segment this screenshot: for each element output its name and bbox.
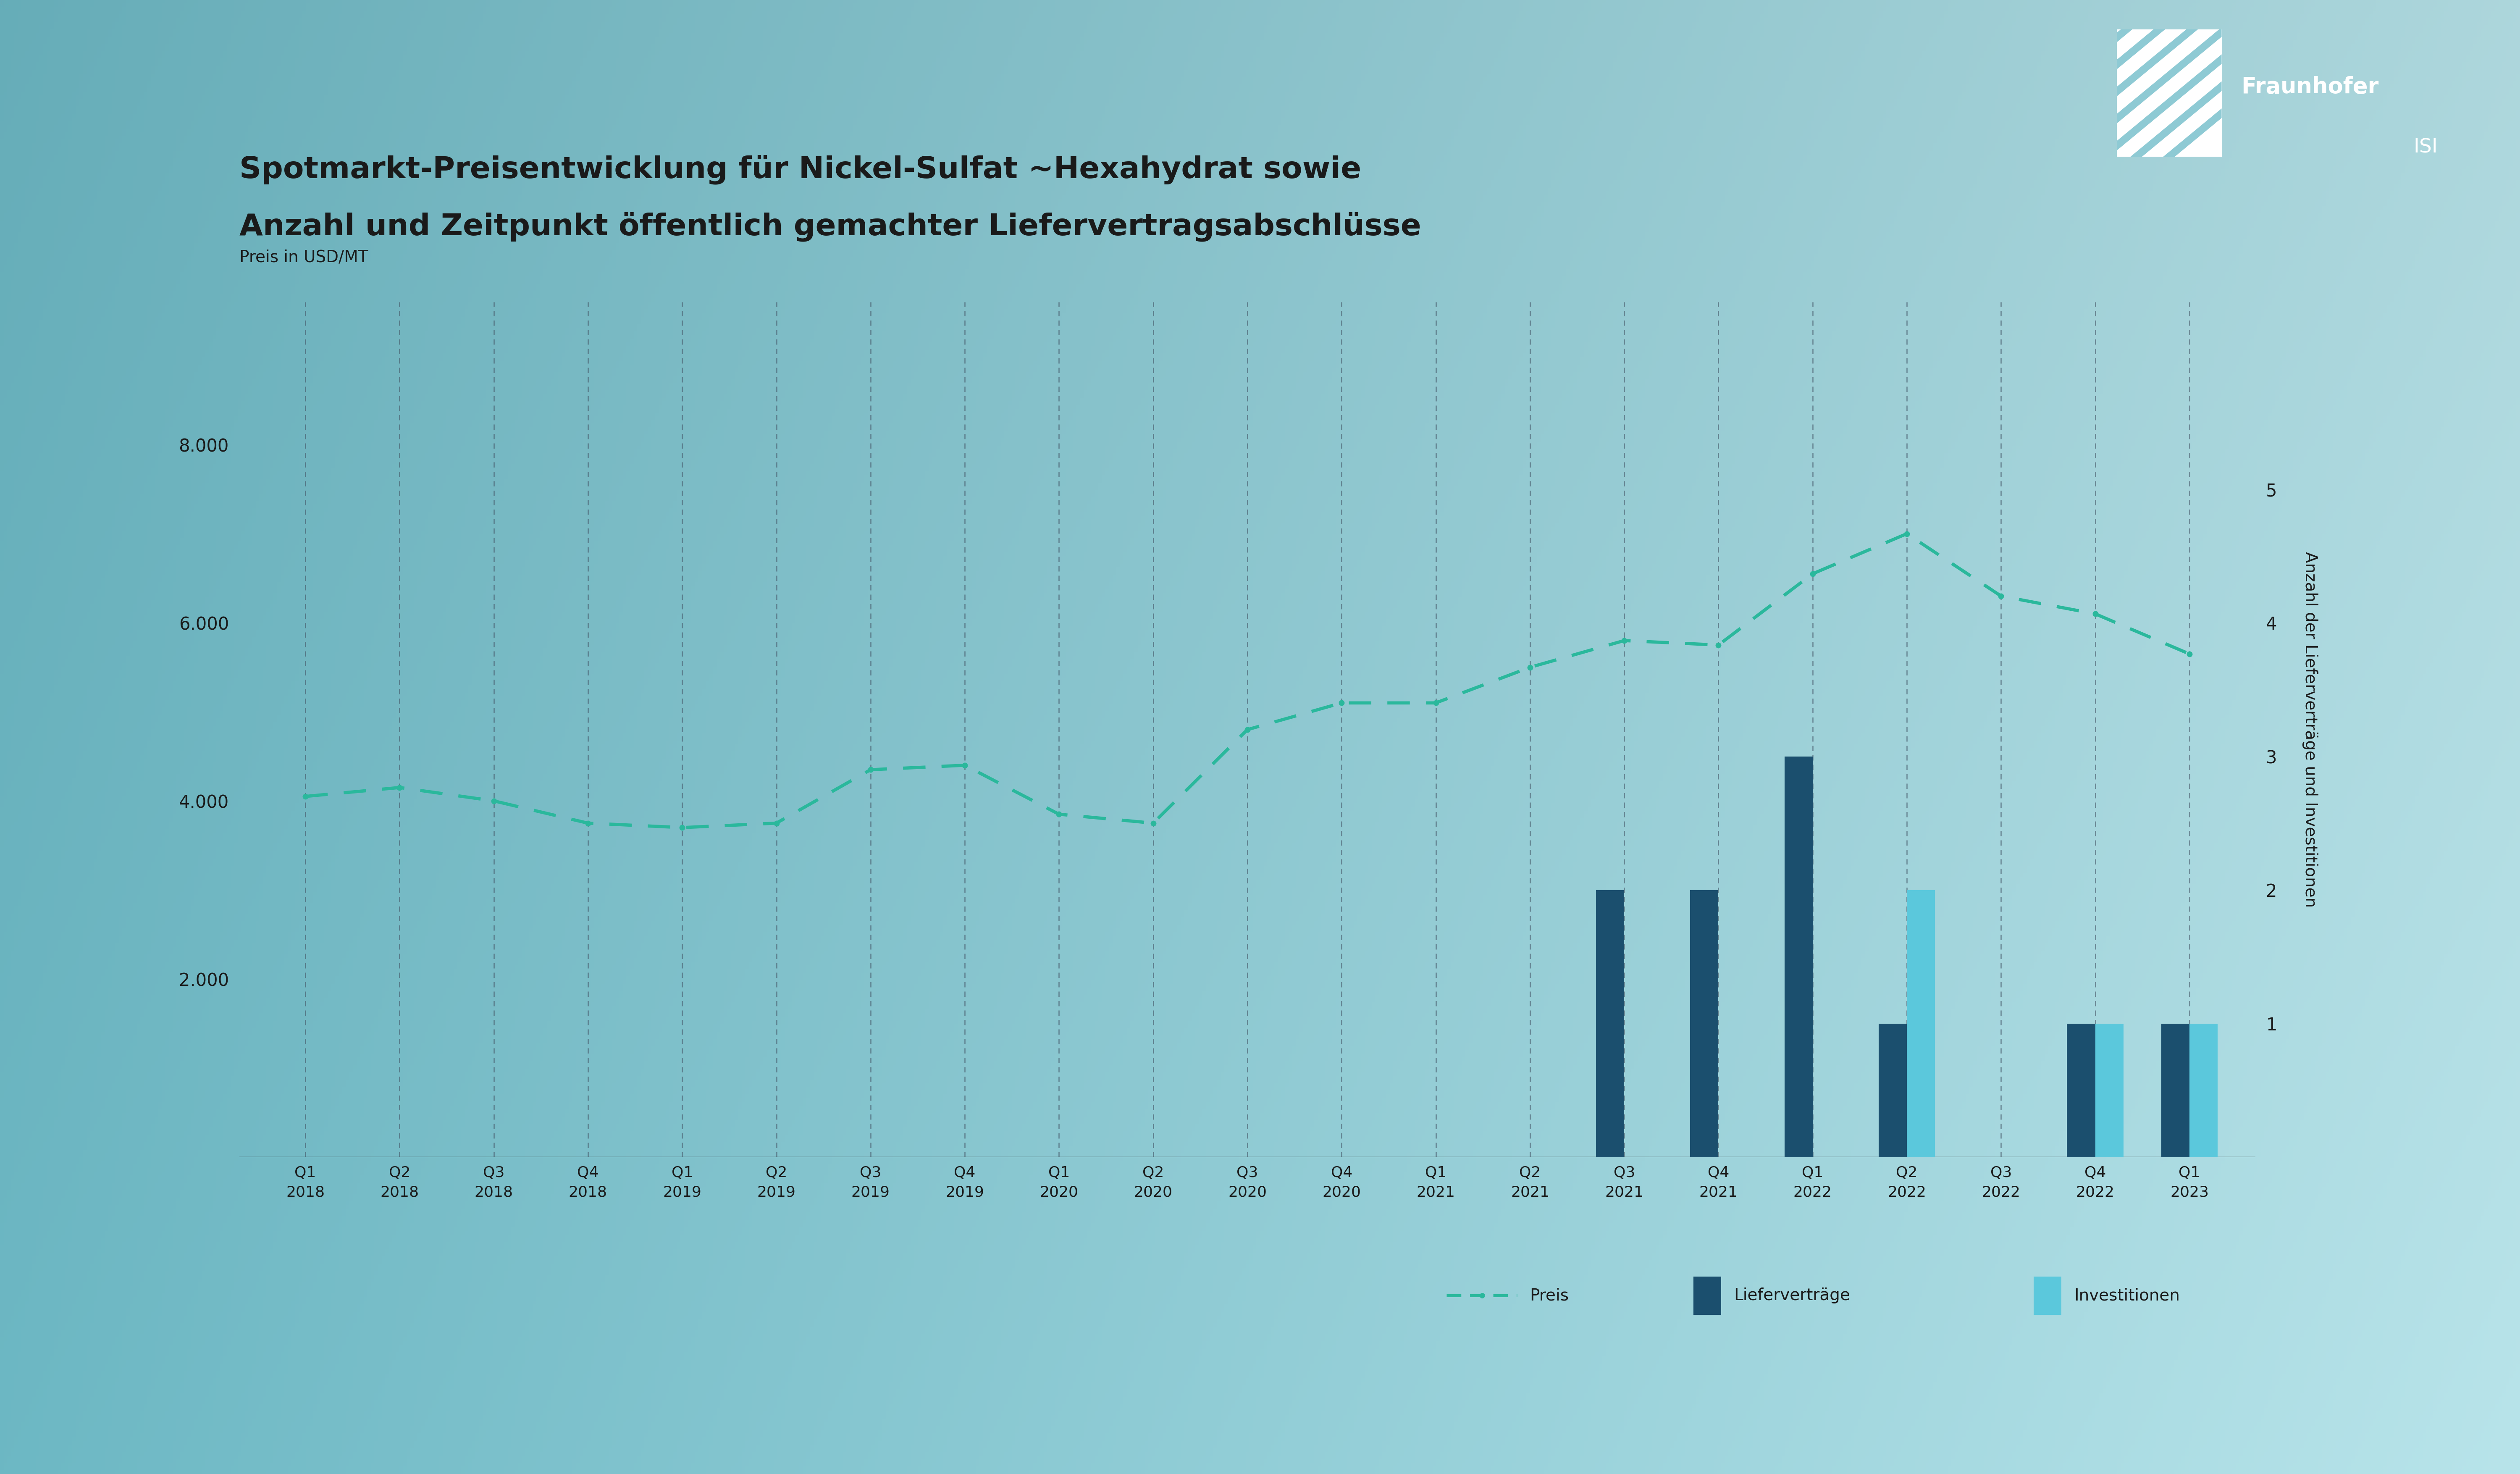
Bar [2066,1023,2094,1157]
Bar [2094,1023,2124,1157]
Polygon shape [2117,81,2223,177]
Polygon shape [2117,0,2223,69]
Bar [2190,1023,2218,1157]
Bar [2117,29,2223,156]
Bar [2117,29,2223,156]
Text: Preis: Preis [1530,1288,1567,1303]
Y-axis label: Anzahl der Lieferverträge und Investitionen: Anzahl der Lieferverträge und Investitio… [2301,551,2318,908]
Text: Preis in USD/MT: Preis in USD/MT [239,249,368,265]
Polygon shape [2117,109,2223,205]
Text: ●: ● [1479,1291,1484,1300]
Bar [1908,890,1935,1157]
Text: Investitionen: Investitionen [2074,1288,2180,1303]
Bar [1877,1023,1908,1157]
Polygon shape [2117,0,2223,43]
Text: Anzahl und Zeitpunkt öffentlich gemachter Liefervertragsabschlüsse: Anzahl und Zeitpunkt öffentlich gemachte… [239,212,1421,242]
Text: Spotmarkt-Preisentwicklung für Nickel-Sulfat ~Hexahydrat sowie: Spotmarkt-Preisentwicklung für Nickel-Su… [239,155,1361,184]
Bar [1595,890,1625,1157]
Text: Fraunhofer: Fraunhofer [2240,75,2379,97]
Polygon shape [2117,0,2223,15]
Text: ISI: ISI [2414,139,2437,156]
Polygon shape [2117,55,2223,150]
Polygon shape [2117,27,2223,124]
Bar [1784,756,1812,1157]
Bar [1691,890,1719,1157]
Text: Lieferverträge: Lieferverträge [1734,1288,1850,1303]
Polygon shape [2117,0,2223,96]
Bar [2162,1023,2190,1157]
